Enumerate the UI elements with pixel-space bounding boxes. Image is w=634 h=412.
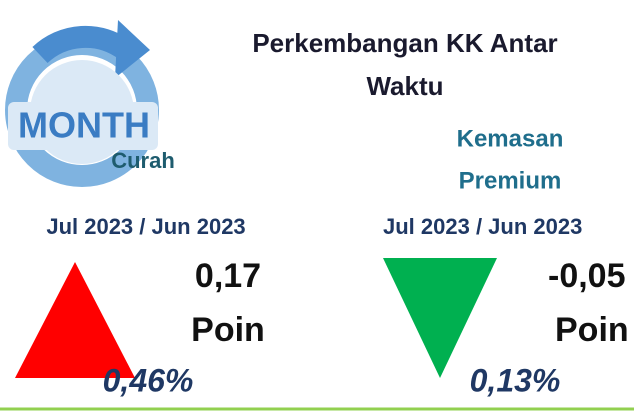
icon-label: MONTH [18, 105, 150, 146]
change-value: -0,05 [548, 257, 626, 295]
change-value: 0,17 [195, 257, 261, 295]
down-triangle [383, 258, 497, 378]
segment-name: Curah [111, 148, 175, 173]
month-icon: MONTH [5, 20, 159, 187]
segment-name: Kemasan [457, 125, 564, 152]
title: Perkembangan KK Antar [252, 28, 557, 58]
segment-name: Premium [459, 167, 562, 194]
icon-band [8, 102, 158, 150]
title: Waktu [366, 71, 443, 101]
percent: 0,46% [103, 362, 194, 398]
up-triangle [15, 262, 135, 378]
percent: 0,13% [470, 362, 561, 398]
icon-arrow-head [115, 20, 150, 78]
icon-arrow-arc [32, 25, 132, 64]
period: Jul 2023 / Jun 2023 [383, 214, 582, 239]
period: Jul 2023 / Jun 2023 [46, 214, 245, 239]
change-unit: Poin [191, 311, 265, 349]
change-unit: Poin [555, 311, 629, 349]
